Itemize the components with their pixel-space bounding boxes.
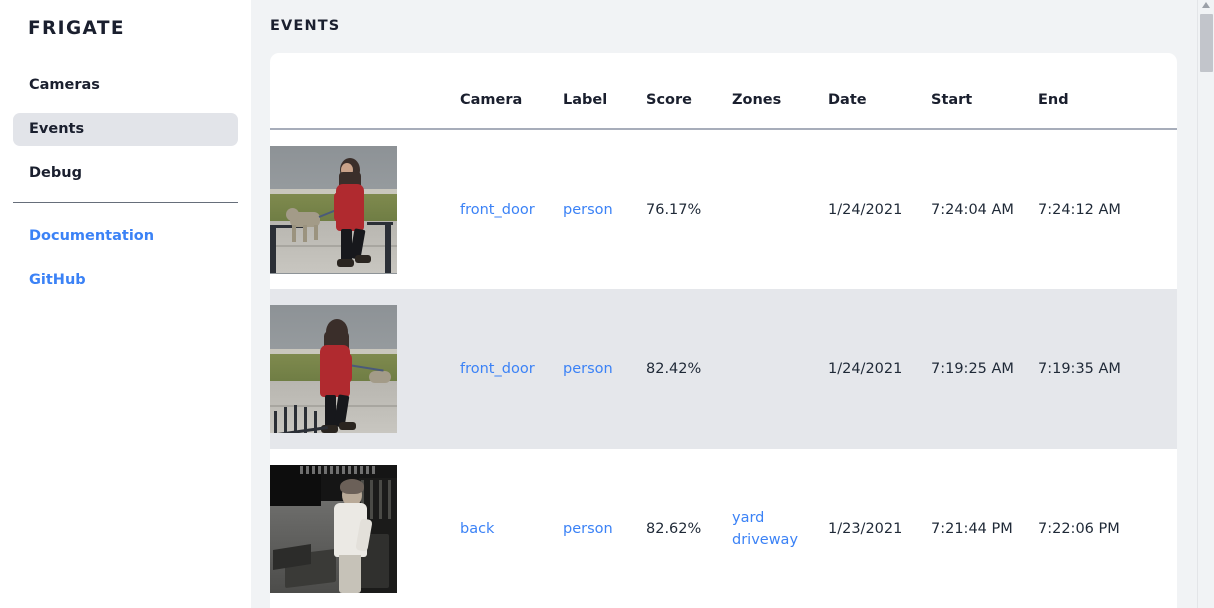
events-table-body: front_door person 76.17% 1/24/2021 7:24:… (270, 129, 1177, 608)
sidebar-item-cameras[interactable]: Cameras (13, 69, 238, 102)
event-label-link[interactable]: person (563, 361, 613, 377)
sidebar-nav: Cameras Events Debug (0, 69, 251, 190)
column-header-end: End (1038, 53, 1177, 130)
event-label-cell: person (563, 449, 646, 608)
page-title: EVENTS (270, 18, 341, 34)
sidebar-link-label: GitHub (29, 272, 86, 288)
event-label-cell: person (563, 129, 646, 289)
event-date-cell: 1/24/2021 (828, 201, 903, 218)
event-start-cell: 7:24:04 AM (931, 201, 1014, 218)
event-camera-link[interactable]: front_door (460, 361, 535, 377)
event-camera-link[interactable]: front_door (460, 201, 535, 218)
events-card: Camera Label Score Zones Date Start End (270, 53, 1177, 608)
column-header-zones: Zones (732, 53, 828, 130)
table-header-row: Camera Label Score Zones Date Start End (270, 53, 1177, 130)
event-start-cell: 7:21:44 PM (931, 521, 1013, 537)
scroll-up-arrow-icon[interactable] (1202, 2, 1210, 8)
event-zones-cell (732, 129, 828, 289)
event-label-cell: person (563, 289, 646, 449)
event-label-link[interactable]: person (563, 201, 613, 218)
event-thumbnail-image[interactable] (270, 145, 397, 274)
sidebar-item-label: Events (29, 121, 85, 137)
event-zones-cell: yard driveway (732, 449, 828, 608)
events-table-head: Camera Label Score Zones Date Start End (270, 53, 1177, 130)
events-table: Camera Label Score Zones Date Start End (270, 53, 1177, 608)
event-start-cell: 7:19:25 AM (931, 361, 1014, 377)
sidebar-link-github[interactable]: GitHub (13, 266, 238, 294)
event-score-cell: 82.42% (646, 361, 702, 377)
event-end-cell: 7:24:12 AM (1038, 201, 1121, 218)
app-brand: FRIGATE (28, 18, 125, 39)
column-header-score: Score (646, 53, 732, 130)
column-header-date: Date (828, 53, 931, 130)
event-end-cell: 7:22:06 PM (1038, 521, 1120, 537)
sidebar-link-label: Documentation (29, 228, 155, 244)
column-header-start: Start (931, 53, 1038, 130)
event-camera-link[interactable]: back (460, 521, 495, 537)
event-zone-link[interactable]: yard (732, 509, 765, 526)
event-date-cell: 1/24/2021 (828, 361, 903, 377)
sidebar-divider (13, 202, 238, 203)
event-camera-cell: front_door (460, 129, 563, 289)
sidebar-item-label: Debug (29, 165, 82, 181)
event-thumbnail-cell[interactable] (270, 449, 460, 608)
event-zones-cell (732, 289, 828, 449)
sidebar-link-documentation[interactable]: Documentation (13, 222, 238, 250)
event-thumbnail-image[interactable] (270, 305, 397, 433)
event-camera-cell: front_door (460, 289, 563, 449)
sidebar-item-label: Cameras (29, 77, 100, 93)
event-end-cell: 7:19:35 AM (1038, 361, 1121, 377)
column-header-label: Label (563, 53, 646, 130)
table-row[interactable]: back person 82.62% yard driveway 1/23/20… (270, 449, 1177, 608)
table-row[interactable]: front_door person 76.17% 1/24/2021 7:24:… (270, 129, 1177, 289)
event-score-cell: 76.17% (646, 201, 702, 218)
sidebar-item-debug[interactable]: Debug (13, 157, 238, 190)
table-row[interactable]: front_door person 82.42% 1/24/2021 7:19:… (270, 289, 1177, 449)
event-score-cell: 82.62% (646, 521, 702, 537)
event-thumbnail-cell[interactable] (270, 129, 460, 289)
event-camera-cell: back (460, 449, 563, 608)
scrollbar-thumb[interactable] (1200, 14, 1213, 72)
page-scrollbar[interactable] (1197, 0, 1214, 608)
event-thumbnail-cell[interactable] (270, 289, 460, 449)
event-zone-link[interactable]: driveway (732, 532, 799, 548)
event-date-cell: 1/23/2021 (828, 521, 903, 537)
event-label-link[interactable]: person (563, 521, 613, 537)
column-header-thumbnail (270, 53, 460, 130)
sidebar: FRIGATE Cameras Events Debug Documentati… (0, 0, 251, 608)
sidebar-item-events[interactable]: Events (13, 113, 238, 146)
column-header-camera: Camera (460, 53, 563, 130)
main-content: EVENTS Camera Label Score Zones Date Sta… (251, 0, 1214, 608)
event-thumbnail-image[interactable] (270, 465, 397, 593)
sidebar-external-links: Documentation GitHub (0, 222, 251, 294)
